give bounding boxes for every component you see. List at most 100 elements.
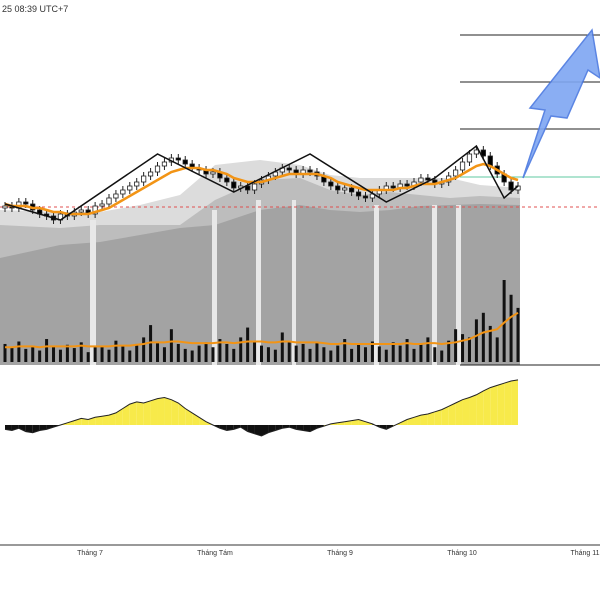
volume-bar [329, 350, 333, 362]
oscillator-segment [25, 425, 33, 433]
volume-bar [398, 345, 402, 362]
candle-body [459, 161, 466, 171]
volume-bar [461, 334, 465, 362]
oscillator-segment [164, 397, 172, 425]
oscillator-segment [476, 390, 484, 425]
volume-bar [17, 341, 21, 362]
candle-body [245, 185, 251, 191]
oscillator-histogram [5, 379, 518, 436]
candle-body [23, 201, 29, 205]
candle-body [480, 149, 486, 157]
volume-bar [3, 343, 7, 362]
candle-body [78, 209, 84, 213]
volume-bar [481, 312, 485, 362]
oscillator-segment [254, 425, 262, 436]
candle-body [349, 187, 355, 193]
candle-body [231, 181, 237, 189]
candle-body [251, 183, 258, 191]
volume-bar [93, 347, 97, 362]
volume-bar [412, 348, 416, 362]
oscillator-segment [490, 385, 498, 425]
zigzag-line [4, 144, 519, 221]
volume-bar [176, 343, 180, 362]
volume-bar [266, 347, 270, 362]
volume-bar [121, 346, 125, 362]
oscillator-segment [504, 381, 512, 425]
zone-stripe [292, 200, 296, 365]
candle-body [342, 187, 348, 191]
volume-bar [135, 343, 139, 362]
volume-bar [169, 329, 173, 362]
x-axis-labels: Tháng 7 Tháng Tám Tháng 9 Tháng 10 Tháng… [77, 550, 599, 557]
volume-bar [467, 337, 471, 362]
zone-stripe [374, 205, 379, 365]
volume-bar [260, 345, 263, 362]
volume-bar [370, 341, 374, 362]
volume-bar [516, 307, 520, 362]
volume-bar [162, 347, 166, 362]
zone-layer [0, 160, 520, 365]
oscillator-segment [358, 419, 366, 425]
oscillator-segment [157, 397, 165, 425]
volume-bar [183, 348, 187, 362]
candle-body [99, 203, 105, 207]
oscillator-segment [379, 425, 387, 430]
oscillator-segment [462, 397, 470, 425]
oscillator-segment [178, 403, 186, 425]
volume-bar [225, 343, 229, 362]
volume-bar [211, 347, 215, 362]
volume-bar [336, 345, 340, 362]
volume-bar [377, 346, 381, 362]
oscillator-segment [441, 406, 449, 425]
candle-body [134, 181, 140, 187]
volume-bar [107, 349, 111, 362]
volume-bar [440, 350, 444, 362]
volume-bar [343, 339, 347, 362]
oscillator-segment [275, 425, 283, 431]
oscillator-segment [351, 419, 359, 425]
x-tick-label: Tháng 10 [447, 550, 477, 557]
volume-bar [100, 345, 104, 362]
volume-ma-line [5, 311, 519, 349]
volume-bar [474, 319, 478, 362]
oscillator-segment [18, 425, 26, 432]
oscillator-segment [427, 411, 435, 425]
volume-bar [10, 347, 14, 362]
volume-bar [65, 344, 69, 362]
volume-bar [454, 329, 458, 362]
candle-body [182, 159, 188, 165]
volume-bar [128, 350, 132, 362]
volume-bar [232, 348, 236, 362]
volume-bar [149, 325, 153, 362]
volume-bar [350, 348, 354, 362]
oscillator-segment [150, 398, 158, 425]
volume-bar [357, 343, 361, 362]
volume-bar [419, 343, 423, 362]
volume-bar [190, 350, 194, 362]
volume-bar [509, 294, 513, 362]
volume-bar [253, 340, 257, 362]
volume-bar [315, 341, 319, 362]
oscillator-segment [247, 425, 255, 434]
volume-bar [204, 342, 208, 362]
volume-bar [31, 345, 35, 362]
volume-bar [142, 337, 146, 362]
zone-stripe [212, 210, 217, 365]
oscillator-segment [122, 404, 130, 425]
zone-stripe [256, 200, 261, 365]
candle-body [328, 181, 334, 187]
oscillator-segment [469, 394, 477, 425]
oscillator-segment [95, 416, 103, 425]
oscillator-segment [102, 415, 109, 425]
x-tick-label: Tháng 9 [327, 550, 353, 557]
candle-body [362, 195, 369, 199]
candle-body [154, 165, 161, 173]
volume-bar [24, 348, 28, 362]
candle-body [404, 183, 410, 187]
candle-body [286, 167, 292, 171]
volume-bar [52, 346, 56, 362]
candle-body [335, 185, 341, 191]
volume-bar [426, 337, 430, 362]
oscillator-segment [226, 425, 234, 431]
